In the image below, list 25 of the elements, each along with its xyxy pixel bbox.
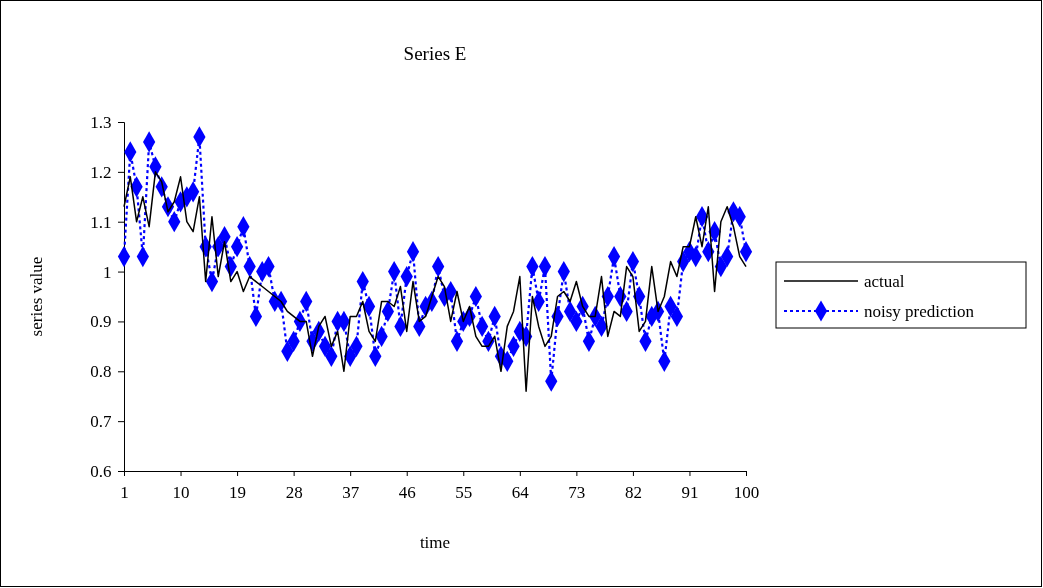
y-tick-label: 1.2	[90, 162, 112, 182]
y-tick-label: 0.6	[90, 461, 112, 481]
chart-title: Series E	[403, 43, 467, 64]
y-tick-label: 1	[103, 262, 112, 282]
x-axis-title: time	[419, 533, 451, 552]
x-tick-label: 91	[681, 482, 699, 502]
x-tick-label: 46	[398, 482, 416, 502]
y-tick-label: 0.9	[90, 312, 112, 332]
x-tick-label: 82	[624, 482, 642, 502]
y-tick-label: 1.3	[90, 112, 112, 132]
x-tick-label: 37	[342, 482, 360, 502]
x-tick-label: 64	[511, 482, 530, 502]
y-tick-label: 1.1	[90, 212, 112, 232]
x-tick-label: 73	[568, 482, 586, 502]
legend-label: noisy prediction	[864, 302, 975, 321]
legend-label: actual	[864, 272, 905, 291]
x-tick-label: 28	[285, 482, 303, 502]
y-axis-title: series value	[27, 256, 46, 337]
x-tick-label: 1	[120, 482, 129, 502]
y-tick-label: 0.8	[90, 362, 112, 382]
x-tick-label: 55	[455, 482, 473, 502]
x-tick-label: 19	[229, 482, 247, 502]
x-tick-label: 100	[733, 482, 760, 502]
y-tick-label: 0.7	[90, 412, 113, 432]
x-tick-label: 10	[172, 482, 190, 502]
